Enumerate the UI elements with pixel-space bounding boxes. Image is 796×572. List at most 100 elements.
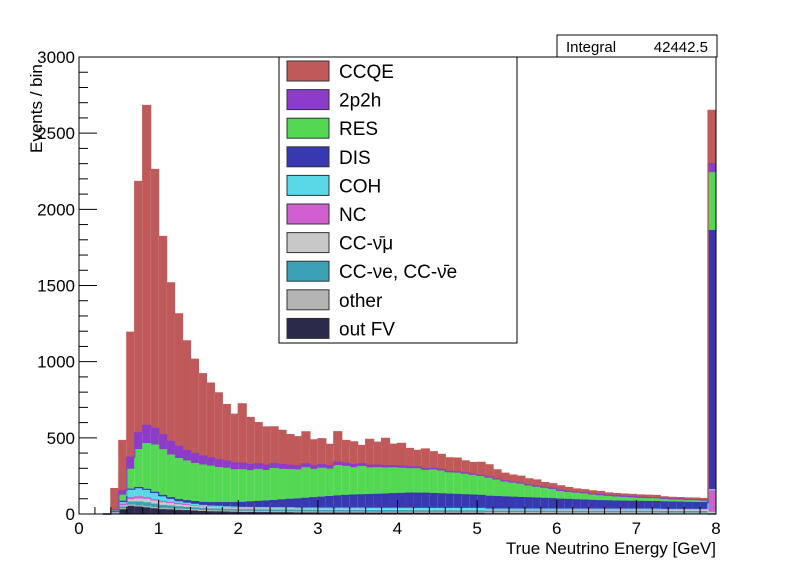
bar [397,466,406,469]
bar [508,511,517,513]
bar [596,494,605,501]
bar [700,500,709,503]
bar [660,501,669,510]
bar [572,489,581,493]
bar [301,498,310,509]
bar [134,432,143,450]
bar [134,502,143,506]
bar [150,508,159,514]
bar [421,470,430,494]
bar [429,468,438,470]
bar [309,508,318,511]
bar [333,462,342,466]
bar [556,511,565,513]
bar [477,509,486,511]
bar [286,465,294,470]
y-axis-title: Events / bin [27,64,46,153]
bar [333,508,342,511]
x-tick-label: 7 [632,519,641,538]
bar [373,510,382,513]
bar [182,500,191,504]
bar [644,501,653,510]
bar [230,469,239,503]
x-axis: 0 1 2 3 4 5 6 7 8 [74,500,721,538]
bar [325,510,334,513]
bar [349,441,358,465]
bar [389,510,398,513]
bar [413,509,422,511]
bar [293,512,302,514]
bar [684,510,693,512]
bar [445,494,454,509]
bar [158,501,167,503]
bar [692,510,701,512]
stats-box: Integral 42442.5 [556,34,718,58]
bar [564,499,573,510]
series-outline [102,498,716,515]
bar [254,422,263,464]
bar [198,455,207,466]
bar [317,508,326,511]
bar [429,451,438,469]
legend-swatch [286,260,330,282]
bar [262,470,271,502]
bar [174,313,183,447]
bar [381,512,390,514]
bar [564,510,573,512]
bar [286,510,294,512]
legend-swatch [286,146,330,168]
bar [333,510,342,513]
bar [381,438,390,466]
bar [668,499,677,503]
bar [548,483,557,489]
bar [293,508,302,511]
x-tick-label: 1 [154,519,163,538]
bar [190,463,199,502]
bar [692,498,701,500]
bar [389,467,398,494]
bar [469,510,478,513]
bar [230,414,239,463]
bar [572,511,581,513]
bar [485,478,494,497]
bar [604,492,613,496]
bar [413,450,422,468]
bar [126,505,135,507]
bar [453,473,462,495]
bar [309,465,318,470]
bar [301,510,310,512]
bar [429,512,438,514]
bar [692,499,701,503]
bar [516,483,525,498]
bar [190,453,199,464]
bar [126,332,135,458]
bar [309,439,318,466]
bar [445,471,454,473]
bar [636,497,645,502]
bar [445,512,454,514]
bar [270,426,279,464]
bar [134,505,143,508]
series-7 [110,172,716,512]
bar [708,489,716,513]
bar [389,512,398,514]
bar [516,497,525,510]
bar [198,506,207,509]
bar [596,510,605,512]
bar [700,498,709,501]
legend-label: DIS [339,148,371,169]
bar [142,443,151,490]
bar [270,508,279,511]
bar [118,501,127,505]
bar [166,503,175,507]
bar [254,501,263,508]
bar [628,497,637,502]
bar [150,493,159,500]
legend-label: CCQE [339,62,394,83]
bar [588,500,597,510]
bar [373,494,382,509]
bar [676,510,685,512]
bar [684,499,693,503]
bar [301,508,310,511]
legend-swatch [286,117,330,139]
